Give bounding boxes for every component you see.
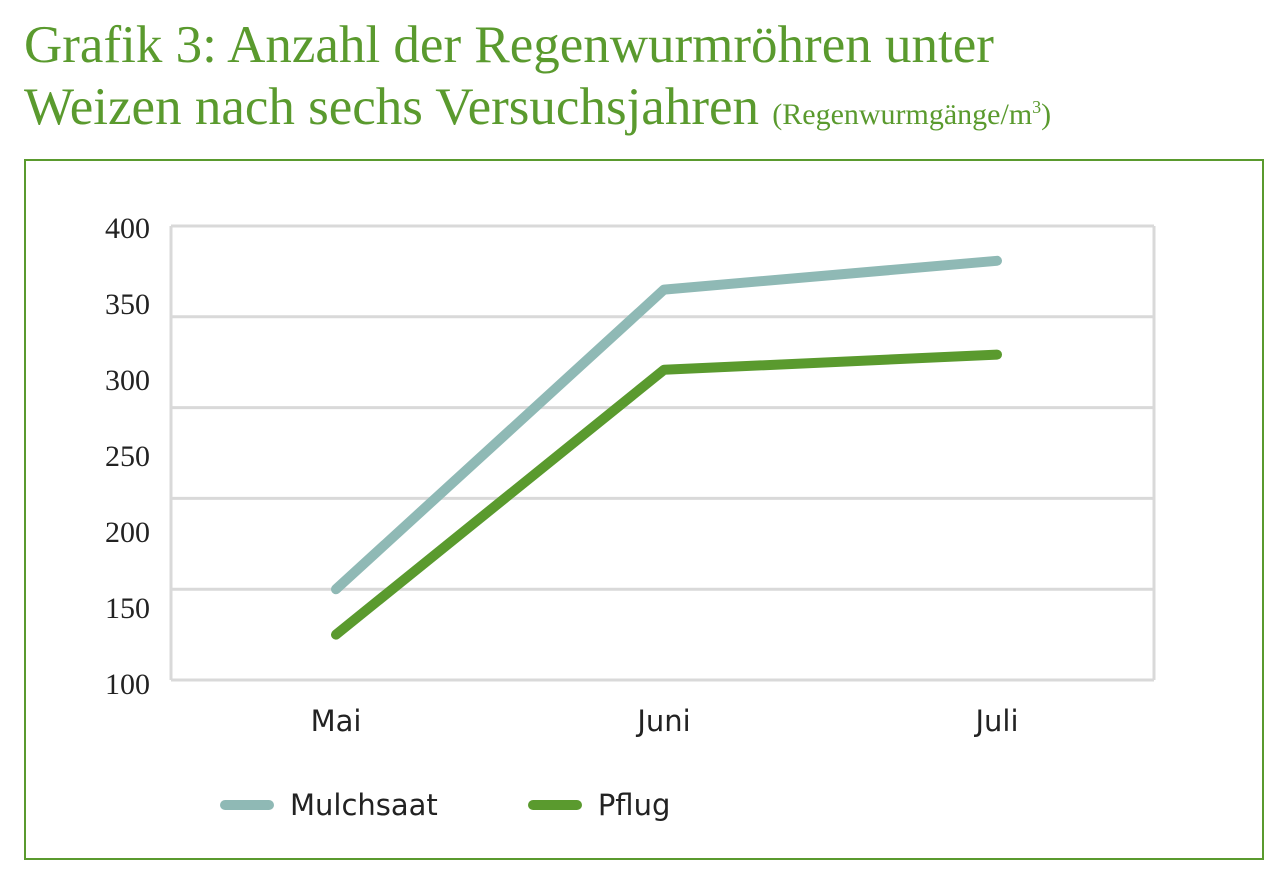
- y-tick-label: 250: [105, 440, 150, 473]
- legend-label-pflug: Pflug: [597, 788, 671, 822]
- chart-unit-exponent: 3: [1032, 97, 1042, 117]
- legend-item-mulchsaat: Mulchsaat: [220, 788, 438, 822]
- y-tick-label: 300: [105, 364, 150, 397]
- legend-swatch-mulchsaat: [220, 800, 274, 810]
- legend-label-mulchsaat: Mulchsaat: [290, 788, 438, 822]
- axis-layer: 100 150 200 250 300 350 400 Mai Juni Juli: [105, 212, 1019, 738]
- x-tick-label: Mai: [311, 704, 362, 738]
- series-line-mulchsaat: [331, 255, 1002, 595]
- grid-layer: [169, 224, 1156, 682]
- y-tick-label: 350: [105, 288, 150, 321]
- y-tick-label: 400: [105, 212, 150, 245]
- series-layer: [331, 255, 1002, 640]
- chart-unit-prefix: (Regenwurmgänge/m: [772, 98, 1033, 131]
- y-tick-label: 200: [105, 516, 150, 549]
- chart-unit: (Regenwurmgänge/m3): [772, 98, 1051, 131]
- legend-item-pflug: Pflug: [527, 788, 671, 822]
- chart-title-line-1: Grafik 3: Anzahl der Regenwurmröhren unt…: [24, 16, 994, 74]
- x-tick-label: Juni: [635, 704, 690, 738]
- y-tick-label: 100: [105, 668, 150, 701]
- x-tick-label: Juli: [973, 704, 1018, 738]
- legend-swatch-pflug: [527, 800, 582, 810]
- chart-title: Grafik 3: Anzahl der Regenwurmröhren unt…: [24, 14, 1274, 146]
- chart-unit-suffix: ): [1041, 98, 1052, 131]
- chart-title-line-2: Weizen nach sechs Versuchsjahren: [24, 78, 759, 136]
- y-tick-label: 150: [105, 592, 150, 625]
- chart-frame: [24, 159, 1264, 860]
- chart-legend: Mulchsaat Pflug: [220, 788, 760, 822]
